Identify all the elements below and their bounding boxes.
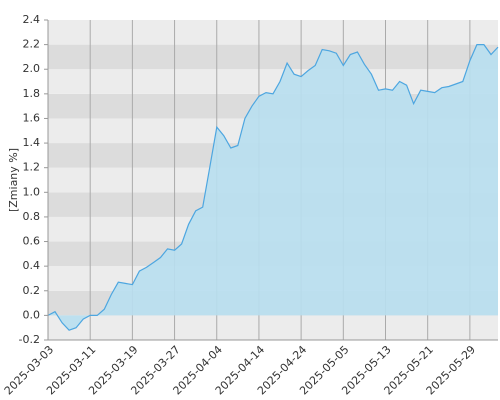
y-tick-label: 1.4 (23, 136, 41, 149)
y-tick-label: 2.0 (23, 62, 41, 75)
grid-band (48, 315, 498, 340)
y-tick-label: 2.2 (23, 38, 41, 51)
y-tick-label: 1.6 (23, 111, 41, 124)
line (47, 44, 499, 331)
y-tick-label: 1.0 (23, 185, 41, 198)
y-tick-label: 2.4 (23, 13, 41, 26)
y-axis-label: [Zmiany %] (7, 148, 20, 212)
y-tick-label: 0.6 (23, 235, 41, 248)
y-tick-label: 0.8 (23, 210, 41, 223)
y-tick-label: 0.2 (23, 284, 41, 297)
y-tick-label: 0.4 (23, 259, 41, 272)
grid-band (48, 44, 498, 70)
grid-band (48, 69, 498, 94)
y-tick-label: 0.0 (23, 308, 41, 321)
grid-band (48, 20, 498, 45)
y-tick-label: 1.2 (23, 161, 41, 174)
area (48, 44, 498, 331)
y-tick-label: -0.2 (19, 333, 40, 346)
y-tick-label: 1.8 (23, 87, 41, 100)
